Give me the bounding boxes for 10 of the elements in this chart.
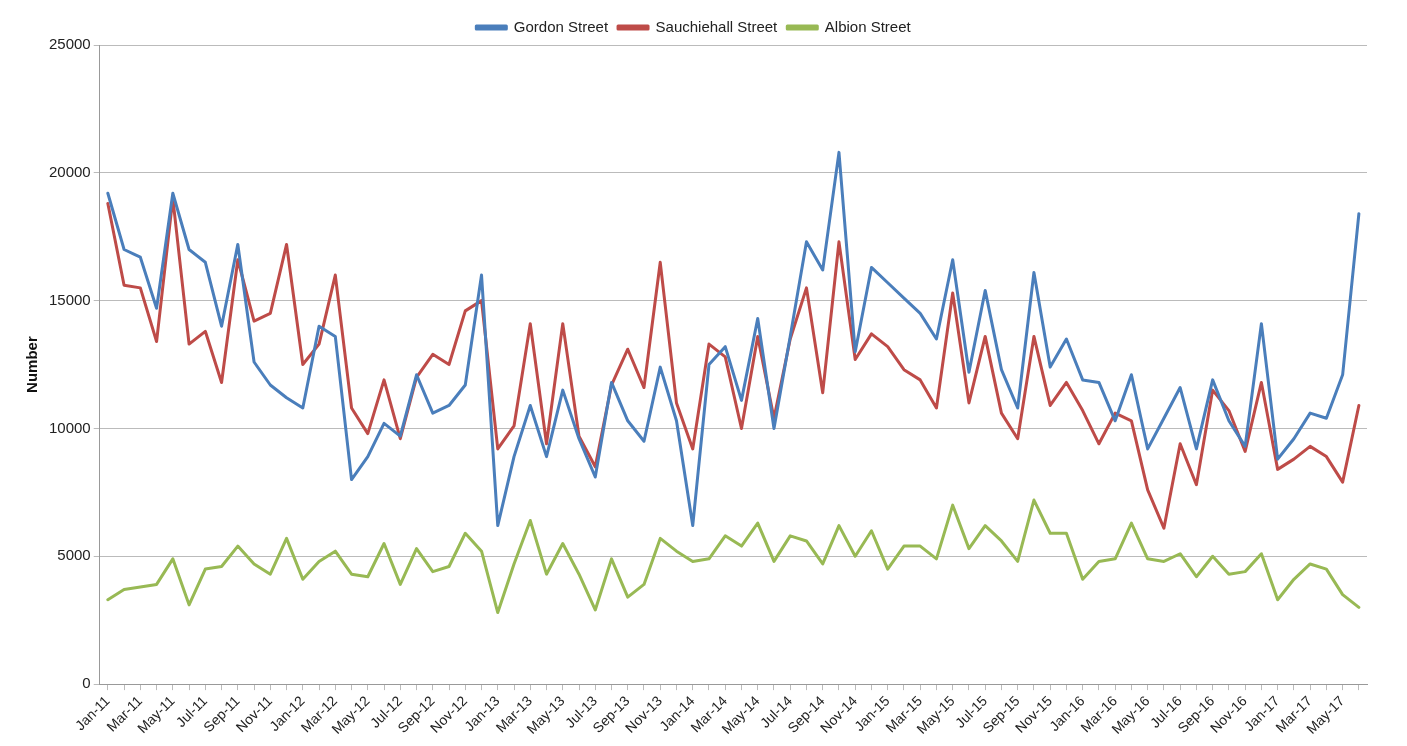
y-axis-title: Number — [23, 336, 41, 393]
y-tick-label: 5000 — [57, 546, 91, 564]
y-tick-label: 0 — [82, 674, 91, 692]
legend-label: Gordon Street — [513, 17, 609, 35]
legend-label: Albion Street — [824, 17, 912, 35]
y-tick-label: 25000 — [48, 35, 91, 53]
y-tick-label: 20000 — [48, 162, 91, 180]
legend-label: Sauchiehall Street — [655, 17, 779, 35]
y-tick-label: 15000 — [48, 290, 91, 308]
y-tick-label: 10000 — [48, 418, 91, 436]
